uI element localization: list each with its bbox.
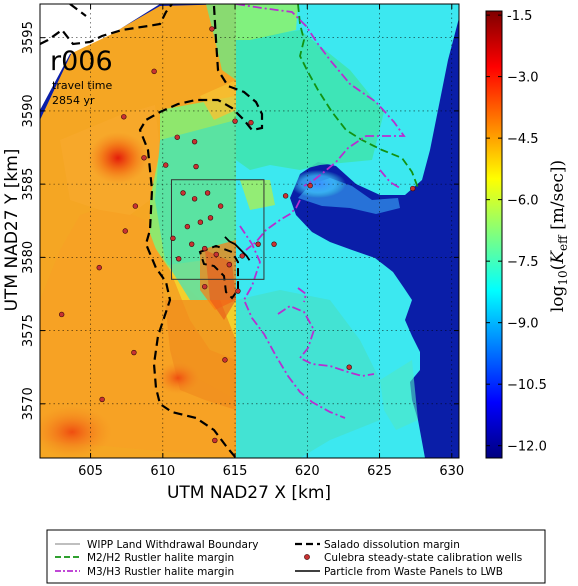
salado-dissolution-margin [40,4,264,458]
calibration-well-marker [131,349,137,356]
calibration-well-marker [222,357,228,363]
colorbar [485,10,503,459]
calibration-well-marker [255,241,261,247]
y-tick-label: 3585 [21,168,36,201]
calibration-well-marker [282,193,289,199]
calibration-well-marker [212,437,218,444]
wells-layer [58,26,416,444]
m3-h3-halite-margin-2 [245,199,301,251]
colorbar-tick-label: −7.5 [507,255,539,270]
x-tick-label: 625 [367,464,392,479]
m2-h2-halite-margin [297,4,419,189]
calibration-well-marker [213,251,219,258]
wipp-land-withdrawal-boundary [170,179,265,280]
colorbar-tick-label: −10.5 [507,378,547,393]
m3-h3-halite-margin [235,4,406,419]
calibration-well-marker [217,203,224,209]
calibration-well-marker [235,288,241,294]
colorbar-tick-label: −12.0 [507,440,547,455]
calibration-well-marker [99,396,105,403]
legend-box [46,529,546,584]
x-axis-ticks: 605 610 615 620 625 630 [78,4,464,479]
permeability-field [40,4,459,458]
wipp-boundary-layer [170,179,265,280]
calibration-well-marker [191,138,198,145]
calibration-well-marker [248,119,254,126]
calibration-well-marker [122,228,128,234]
calibration-well-marker [209,26,215,32]
particle-layer [224,236,251,261]
x-axis-label: UTM NAD27 X [km] [167,483,331,503]
travel-time-value: 2854 yr [52,94,95,107]
calibration-well-marker [174,134,180,140]
legend-entry-label: WIPP Land Withdrawal Boundary [87,539,259,551]
calibration-well-marker [193,163,199,170]
colorbar-tick-label: −6.0 [507,194,539,209]
salado-dissolution-margin-inner [198,244,239,300]
calibration-well-marker [197,219,204,225]
calibration-well-marker [226,261,232,268]
x-tick-label: 620 [295,464,320,479]
plot-frame [39,3,460,459]
legend-entry-label: Culebra steady-state calibration wells [324,552,522,564]
y-axis-label: UTM NAD27 Y [km] [2,149,22,312]
calibration-well-marker [163,162,169,168]
y-axis-ticks: 3570 3575 3580 3585 3590 3595 [21,21,459,420]
legend-entry-label: Salado dissolution margin [324,539,460,551]
x-tick-label: 630 [439,464,464,479]
x-tick-label: 615 [223,464,248,479]
colorbar-ticks: -1.5 −3.0 −4.5 −6.0 −7.5 −9.0 −10.5 −12.0 [486,9,547,455]
y-tick-label: 3575 [21,314,36,347]
colorbar-tick-label: −3.0 [507,71,539,86]
x-tick-label: 605 [78,464,103,479]
colorbar-tick-label: −4.5 [507,132,539,147]
calibration-well-marker [58,311,65,318]
calibration-well-marker [207,215,214,221]
calibration-well-marker [271,241,277,247]
calibration-well-marker [121,114,127,120]
calibration-well-marker [410,185,416,192]
calibration-well-marker [180,190,186,196]
panel-label: r006 [50,46,113,77]
calibration-well-marker [239,253,245,259]
grid-lines [40,4,459,458]
colorbar-tick-label: -1.5 [507,9,532,24]
calibration-well-marker [204,190,211,196]
calibration-well-marker [202,245,208,252]
calibration-well-marker [307,182,313,189]
travel-time-label: travel time [52,79,112,92]
x-tick-label: 610 [150,464,175,479]
calibration-well-marker [184,223,191,230]
calibration-well-marker [191,196,198,202]
calibration-well-marker [189,241,195,247]
calibration-well-marker [132,203,139,209]
y-tick-label: 3570 [21,387,36,420]
calibration-well-marker [346,364,352,370]
y-tick-label: 3590 [21,94,36,127]
colorbar-label: log10(Keff [m/sec]) [548,160,570,312]
calibration-well-marker [170,235,176,242]
calibration-well-marker [176,256,182,262]
colorbar-tick-label: −9.0 [507,317,539,332]
y-tick-label: 3580 [21,241,36,274]
y-tick-label: 3595 [21,21,36,54]
legend-entry-label: M3/H3 Rustler halite margin [87,566,234,578]
calibration-well-marker [96,264,102,271]
calibration-well-marker [232,118,238,124]
legend-swatch-wells [304,554,310,560]
legend-entry-label: Particle from Waste Panels to LWB [324,566,503,578]
calibration-well-marker [202,283,208,290]
calibration-well-marker [151,68,157,75]
legend-entry-label: M2/H2 Rustler halite margin [87,552,234,564]
calibration-well-marker [141,155,147,161]
particle-path-line [224,236,251,261]
